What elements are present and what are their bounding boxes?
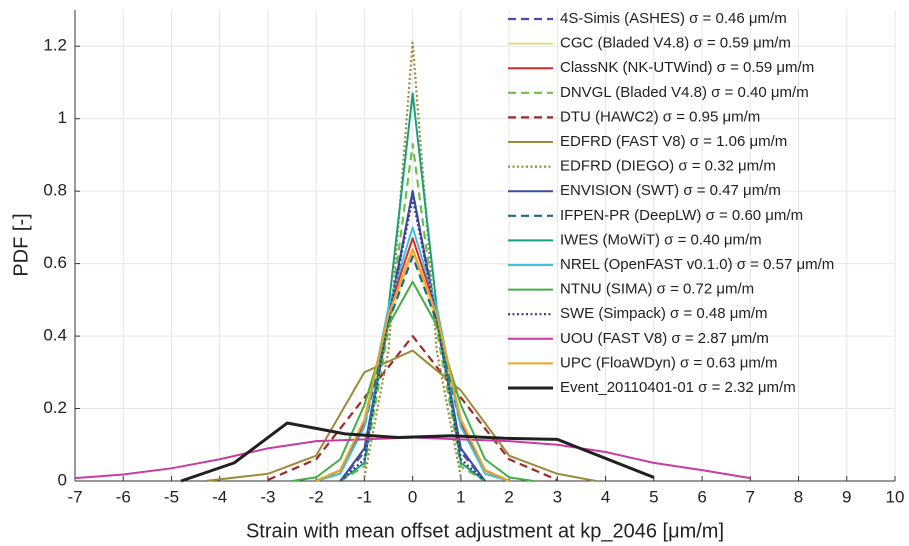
legend-label: UPC (FloaWDyn) σ = 0.63 μm/m	[560, 354, 778, 371]
legend-label: ENVISION (SWT) σ = 0.47 μm/m	[560, 182, 781, 199]
x-tick-label: 8	[794, 487, 803, 506]
series-line	[315, 226, 510, 482]
legend-label: SWE (Simpack) σ = 0.48 μm/m	[560, 305, 768, 322]
series-line	[267, 334, 558, 481]
x-tick-label: 10	[886, 487, 905, 506]
y-tick-label: 0.2	[43, 398, 67, 417]
x-tick-label: 5	[649, 487, 658, 506]
legend-label: ClassNK (NK-UTWind) σ = 0.59 μm/m	[560, 59, 814, 76]
series-line	[339, 197, 486, 482]
x-tick-label: -7	[67, 487, 82, 506]
y-tick-label: 0.8	[43, 181, 67, 200]
series-line	[315, 248, 510, 482]
x-tick-label: -4	[212, 487, 227, 506]
series-line	[339, 142, 486, 482]
y-axis-label: PDF [-]	[10, 213, 32, 276]
x-tick-label: 1	[456, 487, 465, 506]
legend-label: DNVGL (Bladed V4.8) σ = 0.40 μm/m	[560, 84, 809, 101]
legend-label: DTU (HAWC2) σ = 0.95 μm/m	[560, 108, 760, 125]
x-tick-label: -5	[164, 487, 179, 506]
x-tick-label: -6	[116, 487, 131, 506]
x-tick-label: -2	[309, 487, 324, 506]
y-tick-label: 0	[58, 470, 67, 489]
series-line	[339, 92, 486, 482]
x-tick-label: -1	[357, 487, 372, 506]
legend-label: IFPEN-PR (DeepLW) σ = 0.60 μm/m	[560, 207, 803, 224]
x-tick-label: 9	[842, 487, 851, 506]
y-tick-label: 0.4	[43, 326, 67, 345]
x-tick-label: 0	[408, 487, 417, 506]
x-tick-label: 2	[504, 487, 513, 506]
x-tick-label: 3	[553, 487, 562, 506]
legend-label: EDFRD (DIEGO) σ = 0.32 μm/m	[560, 158, 776, 175]
x-tick-label: 7	[746, 487, 755, 506]
legend-label: UOU (FAST V8) σ = 2.87 μm/m	[560, 330, 769, 347]
x-axis-label: Strain with mean offset adjustment at kp…	[246, 520, 724, 542]
legend-label: NTNU (SIMA) σ = 0.72 μm/m	[560, 281, 754, 298]
series-line	[180, 421, 655, 483]
series-line	[291, 280, 534, 482]
series-line	[315, 255, 510, 483]
series-line	[363, 41, 462, 478]
legend-label: NREL (OpenFAST v0.1.0) σ = 0.57 μm/m	[560, 256, 834, 273]
legend-label: EDFRD (FAST V8) σ = 1.06 μm/m	[560, 133, 787, 150]
legend-label: CGC (Bladed V4.8) σ = 0.59 μm/m	[560, 35, 791, 52]
legend-label: IWES (MoWiT) σ = 0.40 μm/m	[560, 231, 762, 248]
legend-label: 4S-Simis (ASHES) σ = 0.46 μm/m	[560, 10, 787, 27]
series-line	[205, 349, 597, 482]
x-tick-label: 4	[601, 487, 610, 506]
y-tick-label: 1	[58, 108, 67, 127]
legend-label: Event_20110401-01 σ = 2.32 μm/m	[560, 379, 796, 396]
y-tick-label: 1.2	[43, 36, 67, 55]
x-tick-label: -3	[260, 487, 275, 506]
x-tick-label: 6	[697, 487, 706, 506]
y-tick-label: 0.6	[43, 253, 67, 272]
series-line	[339, 190, 486, 482]
